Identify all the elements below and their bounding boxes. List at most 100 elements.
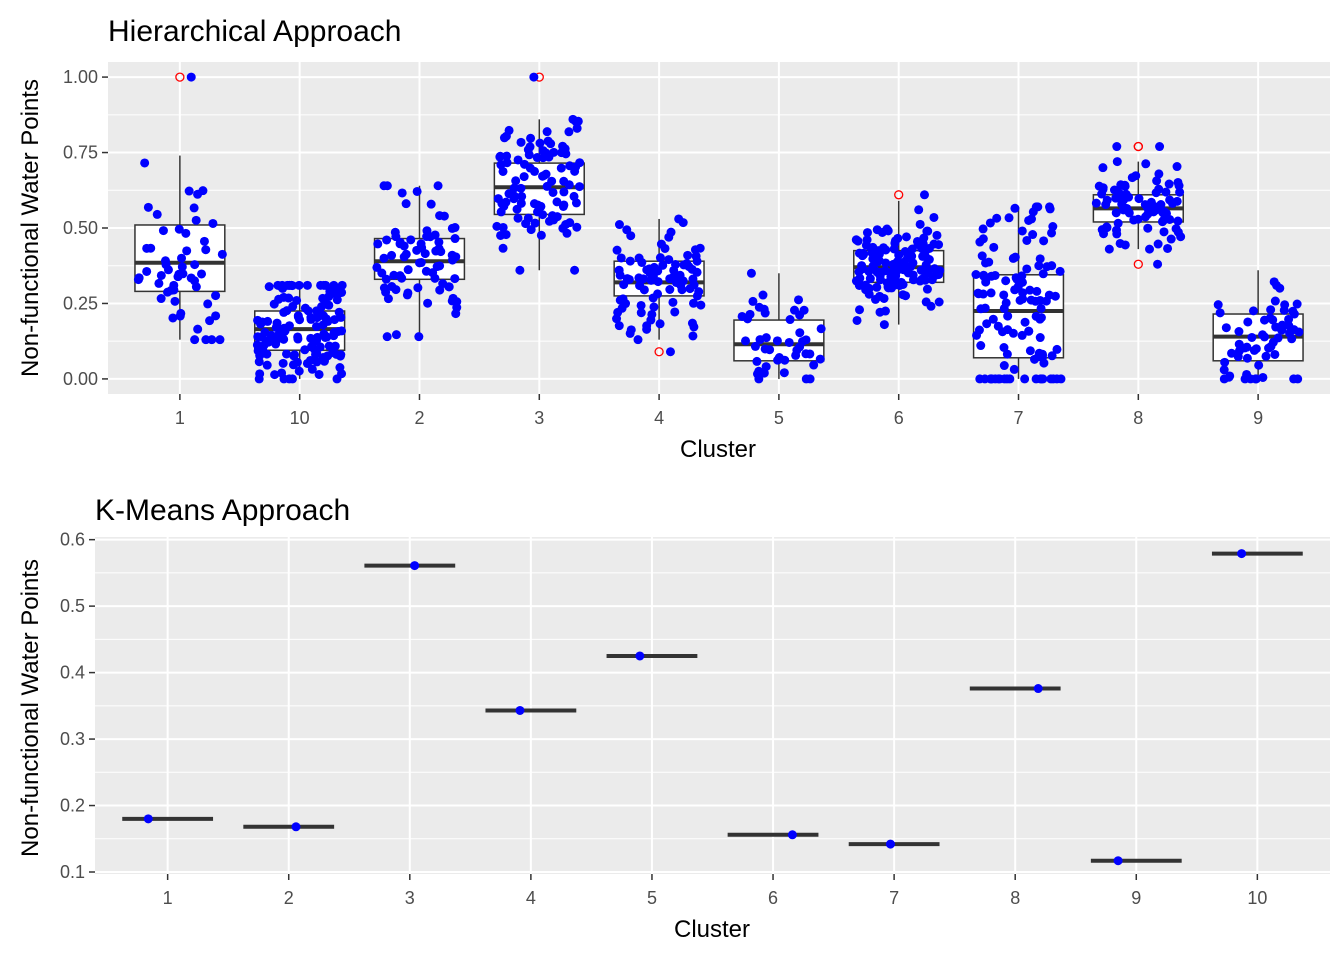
cluster-7-mark xyxy=(848,839,940,849)
data-point xyxy=(542,127,552,137)
data-point xyxy=(495,152,505,162)
x-tick-label: 5 xyxy=(774,408,784,428)
data-point xyxy=(1112,157,1122,167)
data-point xyxy=(779,368,789,378)
data-point xyxy=(382,235,392,245)
data-point xyxy=(1015,295,1025,305)
data-point xyxy=(415,258,425,268)
data-point xyxy=(653,289,663,299)
x-tick-label: 1 xyxy=(175,408,185,428)
data-point xyxy=(870,294,880,304)
kmeans-y-ticks: 0.1 0.2 0.3 0.4 0.5 0.6 xyxy=(60,530,95,882)
jitter-points xyxy=(372,181,462,342)
data-point xyxy=(988,314,998,324)
data-point xyxy=(158,226,168,236)
data-point xyxy=(929,212,939,222)
data-point xyxy=(529,72,539,82)
data-point xyxy=(181,228,191,238)
data-point xyxy=(1120,180,1130,190)
data-point xyxy=(1115,238,1125,248)
data-point xyxy=(264,282,274,292)
data-point xyxy=(971,269,981,279)
data-point xyxy=(1102,195,1112,205)
jitter-points xyxy=(133,72,227,345)
data-point xyxy=(885,839,895,849)
cluster-10-mark xyxy=(1211,549,1303,559)
data-point xyxy=(430,230,440,240)
data-point xyxy=(1242,353,1252,363)
data-point xyxy=(1122,203,1132,213)
data-point xyxy=(434,237,444,247)
data-point xyxy=(516,137,526,147)
data-point xyxy=(199,236,209,246)
data-point xyxy=(558,202,568,212)
data-point xyxy=(1168,198,1178,208)
y-tick-label: 1.00 xyxy=(63,67,98,87)
data-point xyxy=(1145,244,1155,254)
data-point xyxy=(1037,352,1047,362)
data-point xyxy=(649,302,659,312)
x-tick-label: 4 xyxy=(526,888,536,908)
data-point xyxy=(794,295,804,305)
data-point xyxy=(1234,326,1244,336)
data-point xyxy=(872,282,882,292)
data-point xyxy=(450,234,460,244)
data-point xyxy=(1154,169,1164,179)
data-point xyxy=(1260,315,1270,325)
data-point xyxy=(329,327,339,337)
data-point xyxy=(266,330,276,340)
data-point xyxy=(519,172,529,182)
boxplot-cluster-7 xyxy=(971,202,1066,384)
data-point xyxy=(509,183,519,193)
boxplot-cluster-9 xyxy=(1212,270,1304,384)
x-tick-label: 8 xyxy=(1010,888,1020,908)
data-point xyxy=(152,209,162,219)
data-point xyxy=(533,200,543,210)
data-point xyxy=(741,336,751,346)
data-point xyxy=(624,274,634,284)
data-point xyxy=(644,264,654,274)
data-point xyxy=(184,186,194,196)
data-point xyxy=(176,308,186,318)
jitter-points xyxy=(492,72,585,275)
data-point xyxy=(1022,235,1032,245)
data-point xyxy=(1027,214,1037,224)
data-point xyxy=(1020,317,1030,327)
data-point xyxy=(337,369,347,379)
data-point xyxy=(1237,549,1247,559)
data-point xyxy=(1174,181,1184,191)
data-point xyxy=(270,370,280,380)
data-point xyxy=(499,201,509,211)
x-tick-label: 10 xyxy=(1247,888,1267,908)
data-point xyxy=(758,290,768,300)
data-point xyxy=(621,299,631,309)
x-tick-label: 7 xyxy=(1014,408,1024,428)
data-point xyxy=(549,147,559,157)
jitter-points xyxy=(612,214,706,357)
data-point xyxy=(1047,351,1057,361)
data-point xyxy=(284,293,294,303)
data-point xyxy=(406,235,416,245)
data-point xyxy=(1251,344,1261,354)
data-point xyxy=(203,299,213,309)
data-point xyxy=(1141,159,1151,169)
y-tick-label: 0.4 xyxy=(60,663,85,683)
data-point xyxy=(201,335,211,345)
data-point xyxy=(317,302,327,312)
data-point xyxy=(1292,299,1302,309)
x-tick-label: 5 xyxy=(647,888,657,908)
data-point xyxy=(423,298,433,308)
data-point xyxy=(197,269,207,279)
data-point xyxy=(852,315,862,325)
data-point xyxy=(1163,243,1173,253)
data-point xyxy=(1044,202,1054,212)
data-point xyxy=(929,239,939,249)
boxplot-cluster-2 xyxy=(372,181,466,342)
data-point xyxy=(816,324,826,334)
data-point xyxy=(324,292,334,302)
data-point xyxy=(133,275,143,285)
boxplot-cluster-10 xyxy=(252,280,347,384)
cluster-6-mark xyxy=(727,830,819,840)
data-point xyxy=(253,315,263,325)
data-point xyxy=(874,247,884,257)
